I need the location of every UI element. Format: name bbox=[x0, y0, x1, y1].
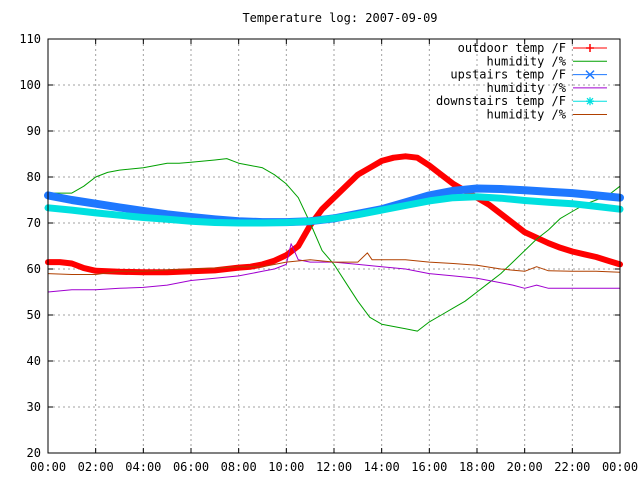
x-tick-label: 18:00 bbox=[459, 460, 495, 474]
y-tick-label: 90 bbox=[27, 124, 41, 138]
legend-marker bbox=[586, 97, 594, 106]
x-tick-label: 02:00 bbox=[78, 460, 114, 474]
y-tick-label: 80 bbox=[27, 170, 41, 184]
grid bbox=[48, 39, 620, 453]
series-line bbox=[47, 158, 621, 332]
series-6 bbox=[47, 252, 621, 275]
x-tick-label: 04:00 bbox=[125, 460, 161, 474]
legend-label: humidity /% bbox=[487, 81, 567, 95]
series-4 bbox=[47, 243, 621, 293]
series-layer bbox=[44, 153, 624, 332]
y-tick-label: 60 bbox=[27, 262, 41, 276]
x-tick-label: 00:00 bbox=[30, 460, 66, 474]
y-tick-label: 20 bbox=[27, 446, 41, 460]
x-tick-label: 22:00 bbox=[554, 460, 590, 474]
legend-marker bbox=[586, 44, 594, 52]
series-line bbox=[47, 252, 621, 275]
x-tick-label: 14:00 bbox=[364, 460, 400, 474]
x-tick-label: 20:00 bbox=[507, 460, 543, 474]
x-tick-label: 12:00 bbox=[316, 460, 352, 474]
y-tick-label: 70 bbox=[27, 216, 41, 230]
series-line bbox=[45, 153, 623, 276]
legend-label: humidity /% bbox=[487, 54, 567, 68]
series-line bbox=[44, 193, 624, 227]
series-2 bbox=[47, 158, 621, 332]
x-tick-label: 10:00 bbox=[268, 460, 304, 474]
series-line bbox=[47, 243, 621, 293]
legend-label: humidity /% bbox=[487, 108, 567, 122]
y-tick-label: 100 bbox=[19, 78, 41, 92]
legend-label: downstairs temp /F bbox=[436, 94, 566, 108]
legend-marker bbox=[585, 70, 595, 80]
y-tick-label: 30 bbox=[27, 400, 41, 414]
series-1 bbox=[45, 153, 623, 276]
x-tick-label: 00:00 bbox=[602, 460, 638, 474]
series-5 bbox=[44, 193, 624, 227]
legend-label: upstairs temp /F bbox=[450, 68, 566, 82]
chart-title: Temperature log: 2007-09-09 bbox=[242, 11, 437, 25]
x-tick-label: 16:00 bbox=[411, 460, 447, 474]
axis-ticks: 20 30 40 50 60 70 80 90 100 110 00:00 02:00 04:00 06:… bbox=[19, 32, 638, 474]
y-tick-label: 50 bbox=[27, 308, 41, 322]
x-tick-label: 08:00 bbox=[221, 460, 257, 474]
x-tick-label: 06:00 bbox=[173, 460, 209, 474]
y-tick-label: 40 bbox=[27, 354, 41, 368]
legend-label: outdoor temp /F bbox=[458, 41, 566, 55]
y-tick-label: 110 bbox=[19, 32, 41, 46]
